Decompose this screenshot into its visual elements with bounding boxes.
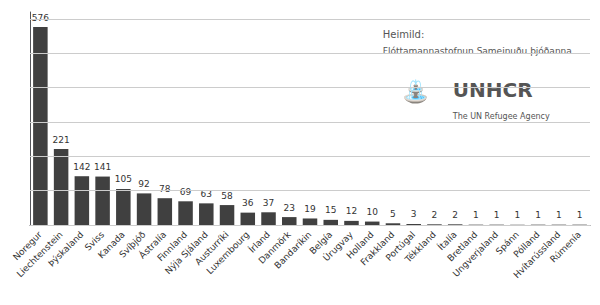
svg-text:Þýskaland: Þýskaland [46, 229, 85, 268]
svg-text:Nýja Sjáland: Nýja Sjáland [163, 229, 210, 277]
svg-text:142: 142 [73, 162, 90, 172]
svg-text:12: 12 [346, 206, 357, 216]
svg-text:576: 576 [32, 13, 49, 23]
svg-text:Portúgal: Portúgal [383, 229, 418, 263]
svg-text:36: 36 [242, 198, 254, 208]
svg-text:Bandaríkin: Bandaríkin [272, 229, 314, 271]
svg-text:58: 58 [221, 191, 233, 201]
svg-text:UNHCR: UNHCR [453, 78, 533, 102]
svg-text:Noregur: Noregur [11, 229, 44, 263]
svg-text:Spánn: Spánn [493, 229, 521, 257]
svg-text:92: 92 [138, 179, 149, 189]
svg-text:78: 78 [159, 184, 171, 194]
svg-text:5: 5 [390, 209, 396, 219]
svg-text:63: 63 [200, 188, 212, 199]
svg-text:23: 23 [284, 203, 295, 213]
svg-text:1: 1 [473, 210, 479, 220]
svg-text:10: 10 [366, 207, 378, 217]
svg-text:221: 221 [53, 135, 70, 145]
svg-text:Belgía: Belgía [307, 229, 335, 257]
svg-text:Bretland: Bretland [445, 229, 480, 264]
svg-text:Ástralía: Ástralía [137, 229, 169, 261]
svg-text:Úrugvay: Úrugvay [321, 229, 355, 264]
svg-text:Finnland: Finnland [155, 229, 190, 264]
svg-text:Frakkland: Frakkland [358, 229, 397, 268]
svg-text:Kanada: Kanada [96, 229, 127, 261]
svg-text:Heimild:: Heimild: [383, 29, 424, 40]
svg-text:37: 37 [263, 198, 274, 208]
svg-text:Austurríki: Austurríki [193, 229, 231, 268]
svg-text:Írland: Írland [246, 229, 273, 255]
svg-text:Pólland: Pólland [511, 229, 542, 260]
svg-text:69: 69 [180, 187, 192, 197]
svg-text:Rúmenía: Rúmenía [548, 229, 583, 264]
svg-text:Holland: Holland [344, 229, 376, 261]
svg-text:Hvítarússland: Hvítarússland [511, 229, 563, 281]
svg-text:1: 1 [515, 210, 521, 220]
svg-text:Danmörk: Danmörk [256, 229, 293, 266]
svg-text:The UN Refugee Agency: The UN Refugee Agency [452, 112, 550, 121]
svg-text:Svíþjóð: Svíþjóð [117, 229, 148, 260]
svg-text:1: 1 [556, 210, 562, 220]
svg-text:19: 19 [304, 204, 316, 214]
svg-text:Flóttamannastofnun Sameinuðu þ: Flóttamannastofnun Sameinuðu þjóðanna [383, 46, 572, 56]
svg-text:1: 1 [494, 210, 500, 220]
svg-text:1: 1 [535, 210, 541, 220]
svg-text:2: 2 [452, 210, 458, 220]
svg-text:1: 1 [577, 210, 583, 220]
svg-text:3: 3 [411, 209, 417, 219]
svg-text:141: 141 [94, 162, 111, 172]
svg-text:2: 2 [432, 210, 438, 220]
svg-text:Tékkland: Tékkland [402, 229, 438, 265]
svg-text:105: 105 [115, 174, 132, 184]
svg-text:Luxembourg: Luxembourg [205, 229, 252, 276]
svg-text:Sviss: Sviss [82, 229, 107, 253]
svg-text:⛲: ⛲ [402, 79, 429, 105]
svg-text:Liechtenstein: Liechtenstein [14, 229, 65, 280]
svg-text:Ítalía: Ítalía [436, 229, 459, 253]
svg-text:Ungverjaland: Ungverjaland [451, 229, 500, 278]
svg-text:15: 15 [325, 205, 336, 215]
